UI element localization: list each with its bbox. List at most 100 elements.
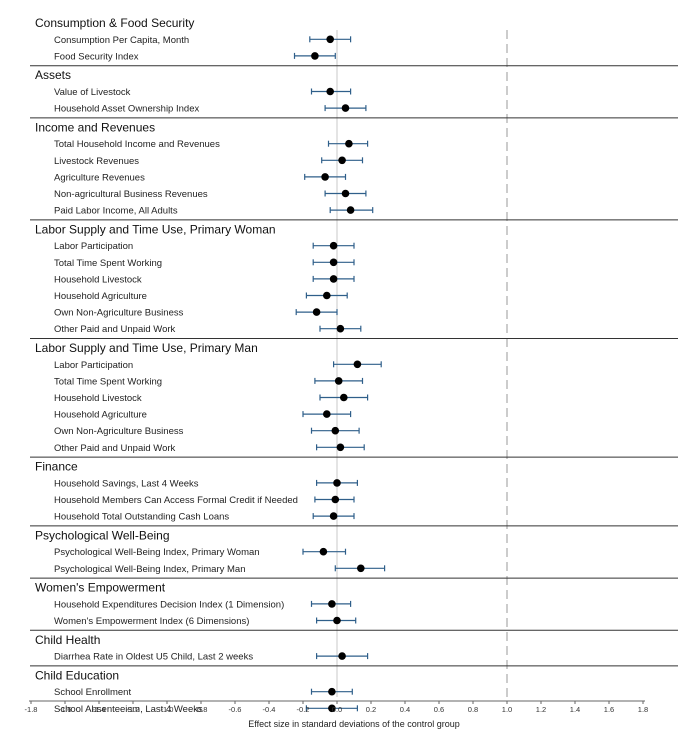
- estimate-row: [327, 139, 369, 148]
- row-label: Other Paid and Unpaid Work: [54, 443, 176, 454]
- estimate-row: [302, 547, 347, 556]
- x-tick-label: 0.8: [468, 705, 478, 714]
- point-estimate: [333, 616, 341, 625]
- group-title: Labor Supply and Time Use, Primary Woman: [35, 222, 276, 236]
- group-title: Income and Revenues: [35, 120, 155, 134]
- row-label: Psychological Well-Being Index, Primary …: [54, 564, 245, 575]
- estimate-row: [324, 189, 367, 198]
- row-label: Consumption Per Capita, Month: [54, 35, 189, 46]
- x-tick-label: 1.4: [570, 705, 580, 714]
- estimate-row: [314, 377, 364, 385]
- row-label: Household Savings, Last 4 Weeks: [54, 478, 199, 489]
- estimate-row: [309, 35, 352, 44]
- x-tick-label: -0.8: [195, 705, 208, 714]
- point-estimate: [345, 139, 353, 148]
- row-label: Livestock Revenues: [54, 156, 139, 167]
- x-tick-label: 0.2: [366, 705, 376, 714]
- x-tick-label: -1.2: [127, 705, 140, 714]
- estimate-row: [334, 564, 386, 573]
- row-label: School Absenteeism, Last 4 Weeks: [54, 704, 203, 715]
- x-tick-label: -0.2: [297, 705, 310, 714]
- estimate-row: [316, 479, 358, 487]
- x-tick-label: 1.0: [502, 705, 512, 714]
- row-label: Total Time Spent Working: [54, 258, 162, 269]
- row-label: Labor Participation: [54, 241, 133, 252]
- x-tick-label: 1.2: [536, 705, 546, 714]
- row-label: Household Agriculture: [54, 291, 147, 302]
- estimates: [293, 35, 386, 713]
- row-label: Non-agricultural Business Revenues: [54, 189, 208, 200]
- estimate-row: [310, 87, 352, 96]
- estimate-row: [312, 512, 355, 520]
- point-estimate: [323, 291, 331, 300]
- estimate-row: [312, 258, 355, 267]
- group-title: Child Health: [35, 633, 100, 647]
- point-estimate: [319, 547, 328, 556]
- row-label: School Enrollment: [54, 687, 131, 698]
- row-label: Food Security Index: [54, 51, 139, 62]
- row-label: Paid Labor Income, All Adults: [54, 206, 178, 217]
- estimate-row: [310, 426, 360, 435]
- row-label: Household Total Outstanding Cash Loans: [54, 512, 229, 523]
- group-title: Consumption & Food Security: [35, 16, 194, 30]
- estimate-row: [305, 291, 348, 300]
- row-label: Total Household Income and Revenues: [54, 139, 220, 150]
- point-estimate: [340, 393, 348, 402]
- point-estimate: [312, 308, 321, 316]
- point-estimate: [357, 564, 365, 573]
- point-estimate: [326, 35, 335, 44]
- row-label: Total Time Spent Working: [54, 376, 162, 387]
- point-estimate: [338, 156, 346, 165]
- point-estimate: [341, 104, 350, 112]
- point-estimate: [329, 275, 338, 283]
- row-label: Value of Livestock: [54, 87, 131, 98]
- estimate-row: [333, 360, 382, 369]
- group-title: Assets: [35, 68, 71, 82]
- row-label: Household Members Can Access Formal Cred…: [54, 495, 298, 506]
- point-estimate: [311, 52, 319, 60]
- point-estimate: [341, 189, 350, 198]
- point-estimate: [353, 360, 362, 369]
- estimate-row: [302, 410, 352, 418]
- row-label: Diarrhea Rate in Oldest U5 Child, Last 2…: [54, 652, 253, 663]
- row-label: Household Agriculture: [54, 410, 147, 421]
- row-label: Women's Empowerment Index (6 Dimensions): [54, 616, 249, 627]
- point-estimate: [323, 410, 331, 418]
- estimate-row: [316, 443, 365, 452]
- group-title: Women's Empowerment: [35, 581, 166, 595]
- row-labels: Consumption & Food Security Consumption P…: [35, 16, 298, 715]
- point-estimate: [336, 443, 345, 452]
- point-estimate: [328, 600, 336, 608]
- estimate-row: [324, 104, 367, 112]
- group-separators: [30, 65, 678, 667]
- estimate-row: [319, 393, 369, 402]
- group-title: Labor Supply and Time Use, Primary Man: [35, 341, 258, 355]
- x-axis: Effect size in standard deviations of th…: [25, 700, 648, 729]
- point-estimate: [331, 426, 340, 435]
- row-label: Psychological Well-Being Index, Primary …: [54, 547, 260, 558]
- row-label: Agriculture Revenues: [54, 172, 145, 183]
- row-label: Own Non-Agriculture Business: [54, 308, 184, 319]
- point-estimate: [329, 258, 338, 267]
- x-tick-label: -1.4: [93, 705, 106, 714]
- row-label: Household Asset Ownership Index: [54, 104, 199, 115]
- estimate-row: [316, 652, 369, 660]
- estimate-row: [319, 324, 362, 333]
- estimate-row: [295, 308, 338, 316]
- group-title: Finance: [35, 460, 78, 474]
- estimate-row: [321, 156, 364, 165]
- group-title: Psychological Well-Being: [35, 528, 170, 542]
- point-estimate: [321, 173, 329, 181]
- x-tick-label: 0.0: [332, 705, 342, 714]
- x-tick-label: -1.0: [161, 705, 174, 714]
- estimate-row: [316, 616, 357, 625]
- point-estimate: [328, 687, 336, 696]
- estimate-row: [310, 600, 352, 608]
- row-label: Household Livestock: [54, 393, 142, 404]
- x-tick-label: 0.6: [434, 705, 444, 714]
- point-estimate: [338, 652, 346, 660]
- estimate-row: [312, 275, 355, 283]
- point-estimate: [326, 87, 335, 96]
